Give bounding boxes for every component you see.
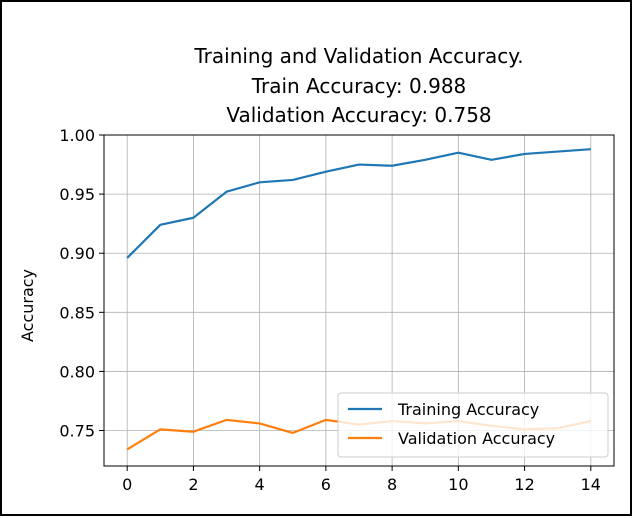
x-tick-label-1: 2: [188, 475, 198, 494]
y-tick-label-3: 0.90: [59, 244, 95, 263]
legend-label-0: Training Accuracy: [397, 400, 539, 419]
chart-title: Training and Validation Accuracy. Train A…: [193, 44, 523, 127]
x-tick-label-6: 12: [514, 475, 534, 494]
y-tick-label-1: 0.80: [59, 362, 95, 381]
x-tick-label-2: 4: [255, 475, 265, 494]
x-tick-label-5: 10: [448, 475, 468, 494]
y-tick-label-2: 0.85: [59, 303, 95, 322]
y-tick-label-0: 0.75: [59, 422, 95, 441]
y-tick-label-5: 1.00: [59, 126, 95, 145]
legend-box: [337, 392, 609, 458]
title-line-1: Train Accuracy: 0.988: [251, 74, 467, 98]
x-tick-label-7: 14: [581, 475, 601, 494]
y-tick-label-4: 0.95: [59, 185, 95, 204]
axis-ticks: 0 2 4 6 8 10 12 14 0.75 0.80 0.85 0.90 0.95 1.00: [59, 126, 601, 494]
legend: Training Accuracy Validation Accuracy: [337, 392, 609, 458]
x-tick-label-4: 8: [387, 475, 397, 494]
legend-label-1: Validation Accuracy: [398, 429, 555, 448]
title-line-0: Training and Validation Accuracy.: [193, 44, 523, 68]
x-tick-label-3: 6: [321, 475, 331, 494]
series-line-0: [126, 148, 591, 259]
plot-area: [103, 134, 615, 467]
y-axis-label: Accuracy: [18, 269, 37, 342]
title-line-2: Validation Accuracy: 0.758: [226, 103, 491, 127]
x-tick-label-0: 0: [122, 475, 132, 494]
